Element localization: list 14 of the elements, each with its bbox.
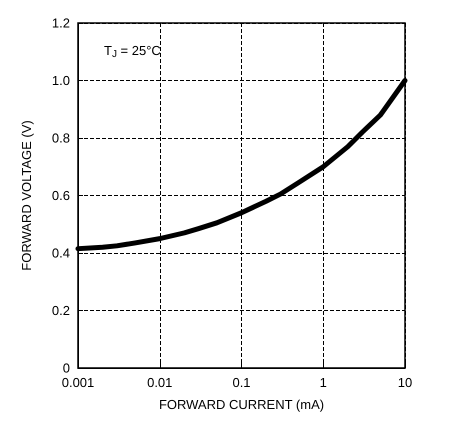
x-tick-label: 10	[398, 375, 412, 390]
x-tick-label: 1	[320, 375, 327, 390]
y-tick-label: 1.0	[52, 73, 70, 88]
y-axis-title: FORWARD VOLTAGE (V)	[19, 120, 34, 271]
y-tick-label: 0.2	[52, 303, 70, 318]
y-tick-label: 1.2	[52, 16, 70, 30]
y-tick-label: 0	[62, 360, 70, 376]
x-tick-label: 0.001	[62, 375, 94, 390]
y-tick-label: 0.4	[52, 246, 70, 260]
x-tick-label: 0.01	[147, 375, 172, 390]
y-tick-label: 0.6	[52, 188, 70, 203]
x-axis-title: FORWARD CURRENT (mA)	[158, 397, 324, 412]
x-tick-label: 0.1	[232, 375, 251, 390]
y-tick-label: 0.8	[52, 130, 70, 146]
